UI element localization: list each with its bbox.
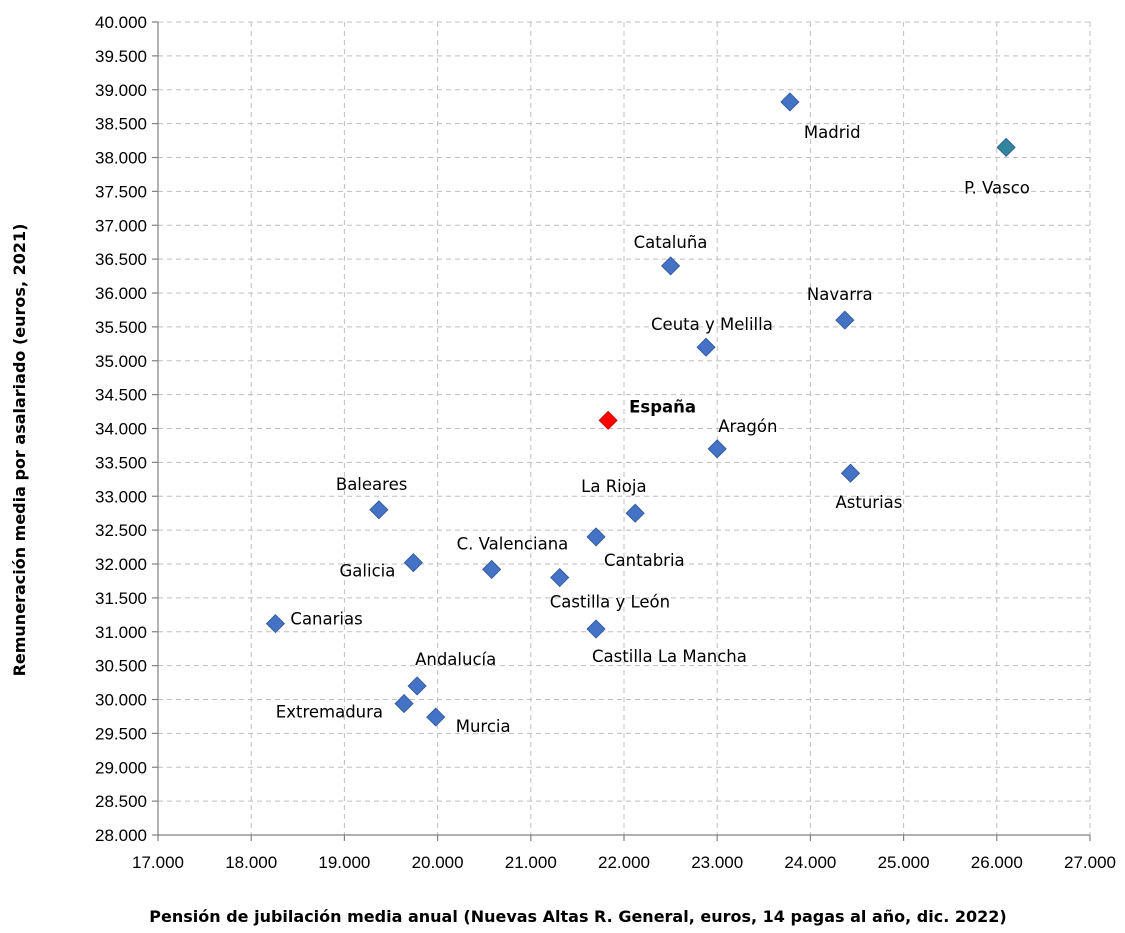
x-tick-label: 25.000 bbox=[878, 853, 930, 872]
x-tick-labels: 17.000 18.000 19.000 20.000 21.000 22.000 23.0… bbox=[132, 853, 1116, 872]
y-tick-label: 35.000 bbox=[95, 352, 147, 371]
x-tick-label: 23.000 bbox=[691, 853, 743, 872]
axes bbox=[152, 21, 1091, 841]
y-tick-label: 38.000 bbox=[95, 149, 147, 168]
point-label-arag-n: Aragón bbox=[718, 417, 777, 436]
point-la-rioja bbox=[625, 503, 645, 523]
x-tick-label: 22.000 bbox=[598, 853, 650, 872]
x-tick-label: 20.000 bbox=[412, 853, 464, 872]
point-label-extremadura: Extremadura bbox=[276, 703, 383, 722]
point-label-canarias: Canarias bbox=[290, 610, 362, 629]
y-tick-label: 32.000 bbox=[95, 555, 147, 574]
point-castilla-y-le-n bbox=[550, 567, 570, 588]
point-ceuta-y-melilla bbox=[696, 337, 716, 357]
point-espa-a bbox=[598, 410, 618, 430]
point-catalu-a bbox=[661, 256, 681, 276]
point-label-p-vasco: P. Vasco bbox=[964, 178, 1030, 197]
point-murcia bbox=[426, 707, 446, 727]
point-baleares bbox=[369, 500, 389, 520]
y-tick-label: 29.500 bbox=[95, 724, 147, 743]
y-tick-label: 33.500 bbox=[95, 453, 147, 472]
y-tick-label: 35.500 bbox=[95, 318, 147, 337]
y-tick-label: 40.000 bbox=[95, 13, 147, 32]
point-label-galicia: Galicia bbox=[340, 562, 396, 581]
y-tick-labels: 28.000 28.500 29.000 29.500 30.000 30.500 31.0… bbox=[95, 13, 147, 845]
y-tick-label: 36.500 bbox=[95, 250, 147, 269]
point-p-vasco bbox=[996, 137, 1016, 157]
y-tick-label: 30.000 bbox=[95, 691, 147, 710]
y-tick-label: 39.500 bbox=[95, 47, 147, 66]
x-tick-label: 26.000 bbox=[971, 853, 1023, 872]
point-label-madrid: Madrid bbox=[804, 123, 861, 142]
point-label-cantabria: Cantabria bbox=[604, 551, 685, 570]
y-tick-label: 37.000 bbox=[95, 216, 147, 235]
point-asturias bbox=[840, 463, 861, 483]
point-label-murcia: Murcia bbox=[456, 717, 511, 736]
x-tick-label: 18.000 bbox=[225, 853, 277, 872]
data-points bbox=[265, 92, 1016, 727]
y-tick-label: 28.000 bbox=[95, 826, 147, 845]
point-label-c-valenciana: C. Valenciana bbox=[457, 534, 569, 553]
y-tick-label: 33.000 bbox=[95, 487, 147, 506]
x-tick-label: 24.000 bbox=[784, 853, 836, 872]
point-label-asturias: Asturias bbox=[835, 493, 902, 512]
y-tick-label: 39.000 bbox=[95, 81, 147, 100]
x-tick-label: 19.000 bbox=[318, 853, 370, 872]
point-madrid bbox=[780, 92, 800, 112]
point-arag-n bbox=[707, 439, 727, 459]
y-tick-label: 34.000 bbox=[95, 420, 147, 439]
point-label-castilla-la-mancha: Castilla La Mancha bbox=[592, 647, 747, 666]
y-tick-label: 30.500 bbox=[95, 657, 147, 676]
x-tick-label: 21.000 bbox=[505, 853, 557, 872]
point-navarra bbox=[835, 310, 855, 330]
point-label-la-rioja: La Rioja bbox=[581, 477, 646, 496]
point-label-navarra: Navarra bbox=[807, 285, 873, 304]
point-castilla-la-mancha bbox=[586, 619, 606, 639]
point-label-andaluc-a: Andalucía bbox=[415, 650, 496, 669]
point-label-catalu-a: Cataluña bbox=[634, 233, 708, 252]
y-tick-label: 32.500 bbox=[95, 521, 147, 540]
x-tick-label: 27.000 bbox=[1064, 853, 1116, 872]
point-andaluc-a bbox=[407, 676, 427, 696]
point-labels: Madrid P. Vasco Cataluña Navarra Ceuta y Mel… bbox=[276, 123, 1030, 736]
y-tick-label: 31.500 bbox=[95, 589, 147, 608]
y-tick-label: 29.000 bbox=[95, 758, 147, 777]
x-axis-title: Pensión de jubilación media anual (Nueva… bbox=[149, 907, 1006, 926]
y-tick-label: 28.500 bbox=[95, 792, 147, 811]
y-tick-label: 38.500 bbox=[95, 115, 147, 134]
y-tick-label: 34.500 bbox=[95, 386, 147, 405]
point-label-baleares: Baleares bbox=[336, 475, 407, 494]
point-extremadura bbox=[394, 693, 414, 714]
gridlines bbox=[158, 21, 1091, 835]
point-galicia bbox=[403, 553, 423, 573]
point-canarias bbox=[265, 614, 285, 634]
point-label-castilla-y-le-n: Castilla y León bbox=[550, 593, 670, 612]
x-tick-label: 17.000 bbox=[132, 853, 184, 872]
point-label-espa-a: España bbox=[629, 397, 696, 416]
point-c-valenciana bbox=[482, 559, 502, 579]
point-cantabria bbox=[586, 527, 606, 547]
y-tick-label: 36.000 bbox=[95, 284, 147, 303]
y-tick-label: 31.000 bbox=[95, 623, 147, 642]
y-tick-label: 37.500 bbox=[95, 182, 147, 201]
y-axis-title: Remuneración media por asalariado (euros… bbox=[10, 224, 29, 677]
point-label-ceuta-y-melilla: Ceuta y Melilla bbox=[651, 315, 773, 334]
